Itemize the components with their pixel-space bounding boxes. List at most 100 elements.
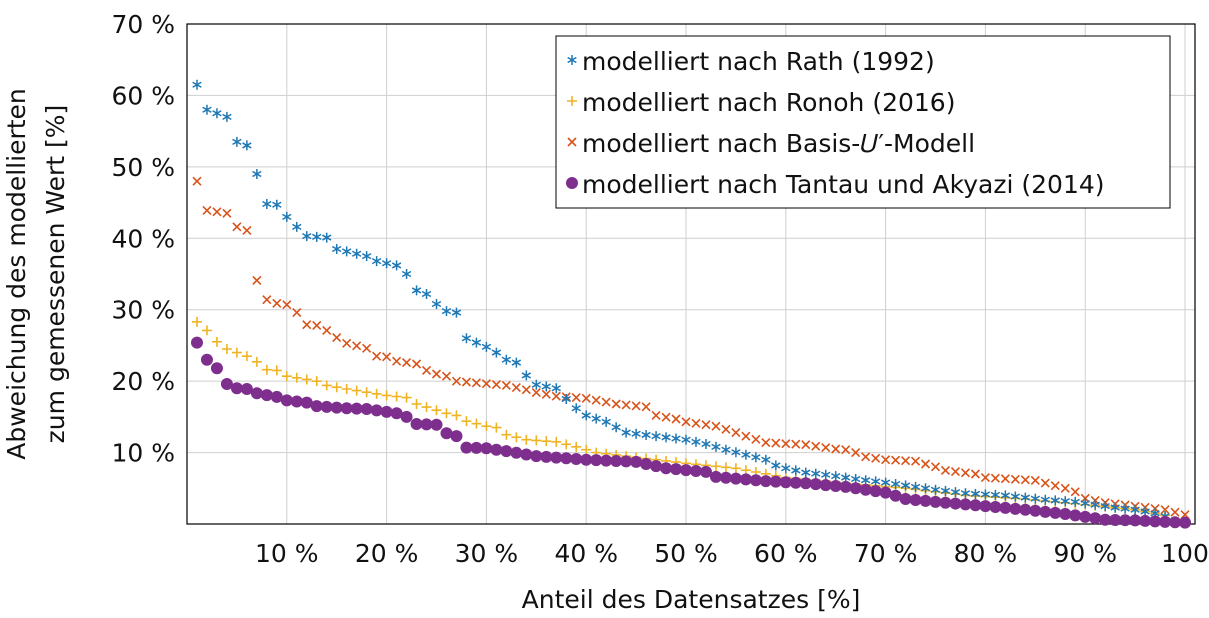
data-point xyxy=(260,389,273,402)
data-point xyxy=(491,422,502,433)
data-point xyxy=(930,484,941,495)
data-point xyxy=(1170,507,1180,517)
x-tick-label: 30 % xyxy=(455,539,519,568)
data-point xyxy=(481,421,492,432)
data-point xyxy=(831,471,841,482)
data-point xyxy=(580,453,593,466)
data-point xyxy=(791,465,801,476)
data-point xyxy=(262,199,272,209)
data-point xyxy=(910,481,921,492)
data-point xyxy=(511,357,522,368)
data-point xyxy=(979,500,992,513)
data-point xyxy=(362,343,372,353)
data-point xyxy=(331,382,342,393)
x-tick-label: 10 % xyxy=(255,539,319,568)
data-point xyxy=(989,501,1002,514)
data-point xyxy=(531,435,542,446)
data-point xyxy=(272,199,282,210)
y-tick-label: 70 % xyxy=(111,10,175,39)
x-tick-label: 100 xyxy=(1161,539,1209,568)
data-point xyxy=(501,380,511,390)
data-point xyxy=(1160,505,1170,515)
data-point xyxy=(611,399,621,409)
data-point xyxy=(310,400,323,413)
data-point xyxy=(960,488,971,499)
data-point xyxy=(352,341,362,351)
data-point xyxy=(501,429,512,440)
data-point xyxy=(270,390,283,403)
data-point xyxy=(541,436,552,447)
data-point xyxy=(292,308,302,318)
data-point xyxy=(1029,504,1042,517)
data-point xyxy=(551,391,561,401)
data-point xyxy=(211,336,222,347)
data-point xyxy=(240,383,253,395)
data-point xyxy=(420,418,433,431)
data-point xyxy=(749,474,762,487)
data-point xyxy=(191,316,202,327)
data-point xyxy=(441,306,452,317)
data-point xyxy=(1040,478,1050,488)
data-point xyxy=(400,410,413,423)
data-point xyxy=(899,493,912,505)
data-point xyxy=(391,260,402,271)
data-point xyxy=(550,451,563,464)
data-point xyxy=(391,391,402,402)
legend: modelliert nach Rath (1992) modelliert na… xyxy=(555,35,1171,209)
data-point xyxy=(262,295,272,305)
x-tick-label: 80 % xyxy=(954,539,1018,568)
data-point xyxy=(879,486,892,499)
data-point xyxy=(501,354,512,365)
data-point xyxy=(801,440,811,450)
data-point xyxy=(1019,503,1032,516)
data-marks xyxy=(190,79,1192,529)
y-axis-label-line-2: zum gemessenen Wert [%] xyxy=(41,105,70,444)
data-point xyxy=(801,467,811,478)
data-point xyxy=(281,371,292,382)
data-point xyxy=(699,465,712,478)
x-tick-label: 60 % xyxy=(754,539,818,568)
legend-label: modelliert nach Rath (1992) xyxy=(582,47,935,76)
data-point xyxy=(1010,491,1021,502)
data-point xyxy=(721,424,731,434)
data-point xyxy=(930,462,941,472)
data-point xyxy=(551,436,562,447)
data-point xyxy=(821,469,831,480)
data-point xyxy=(829,479,842,492)
data-point xyxy=(282,300,292,310)
data-point xyxy=(621,400,631,410)
data-point xyxy=(741,431,751,441)
data-point xyxy=(779,476,792,489)
data-point xyxy=(321,380,332,391)
data-point xyxy=(860,475,871,486)
data-point xyxy=(470,441,483,454)
data-point xyxy=(1009,502,1022,515)
data-point xyxy=(661,432,671,443)
data-point xyxy=(571,403,581,414)
data-point xyxy=(919,494,932,507)
data-point xyxy=(192,79,202,90)
data-point xyxy=(711,441,721,452)
data-point xyxy=(711,421,721,431)
data-point xyxy=(1050,481,1060,491)
data-point xyxy=(701,439,711,449)
data-point xyxy=(300,396,313,409)
data-point xyxy=(312,231,322,242)
data-point xyxy=(809,478,822,491)
data-point xyxy=(1030,493,1041,504)
data-point xyxy=(461,333,472,344)
data-point xyxy=(531,379,542,390)
data-point xyxy=(242,140,252,151)
data-point xyxy=(771,438,781,448)
data-point xyxy=(531,388,541,398)
legend-marker xyxy=(566,177,578,189)
data-point xyxy=(811,468,821,479)
data-point xyxy=(1139,514,1152,527)
data-point xyxy=(1159,515,1172,528)
data-point xyxy=(500,445,513,458)
data-point xyxy=(891,455,901,465)
data-point xyxy=(231,347,242,358)
data-point xyxy=(970,488,981,499)
data-point xyxy=(581,410,591,421)
data-point xyxy=(691,418,701,428)
